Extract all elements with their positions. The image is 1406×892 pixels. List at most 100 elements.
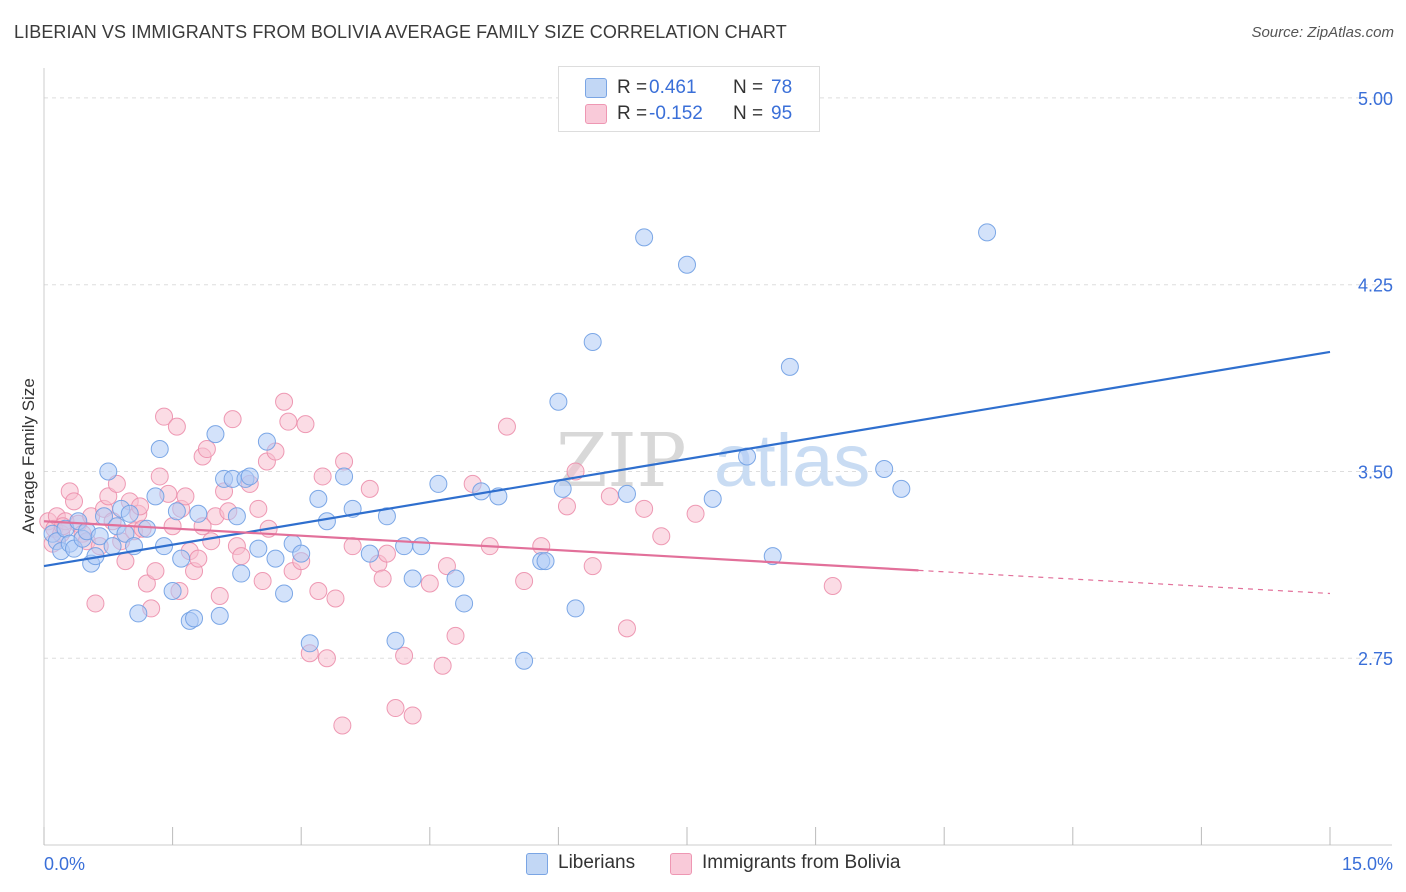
liberian-point [429, 474, 448, 493]
bolivia-point [296, 415, 315, 434]
r-value: 0.461 [649, 77, 697, 98]
liberian-point [583, 332, 602, 351]
liberian-point [403, 569, 422, 588]
n-value: 78 [771, 77, 793, 98]
x-tick-label-min: 0.0% [44, 854, 85, 874]
trend-layer [43, 350, 1331, 595]
liberian-point [232, 564, 251, 583]
y-axis-label: Average Family Size [19, 378, 38, 534]
legend-label: Immigrants from Bolivia [702, 852, 901, 873]
liberian-point [300, 634, 319, 653]
bolivia-point [317, 649, 336, 668]
bolivia-point [635, 499, 654, 518]
liberian-point [103, 537, 122, 556]
n-label: N = [733, 103, 764, 124]
liberian-point [678, 255, 696, 274]
axis-layer: 2.75 3.50 4.25 5.00 0.0% 15.0% [43, 68, 1393, 874]
r-label: R = [617, 103, 648, 124]
bolivia-point [176, 487, 195, 506]
bolivia-point [210, 586, 229, 605]
bolivia-point [333, 716, 352, 735]
liberian-point [163, 581, 182, 600]
bolivia-point [65, 492, 84, 511]
bolivia-point [137, 574, 156, 593]
bolivia-point [146, 562, 165, 581]
liberian-point [635, 228, 654, 247]
liberian-point [275, 584, 294, 603]
liberian-point [90, 527, 109, 546]
liberian-point [566, 599, 585, 618]
bolivia-point [420, 574, 439, 593]
bolivia-point [823, 577, 842, 596]
liberian-point [377, 507, 396, 526]
bolivia-point [566, 462, 585, 481]
bolivia-point [167, 417, 186, 436]
liberian-point [412, 537, 431, 556]
liberian-point [515, 651, 534, 670]
bolivia-point [232, 547, 251, 566]
liberian-point [257, 432, 276, 451]
liberian-point [210, 606, 229, 625]
bolivia-point [253, 572, 272, 591]
bolivia-point [150, 467, 169, 486]
liberian-point [536, 552, 555, 571]
bolivia-point [189, 549, 208, 568]
bolivia-point [515, 572, 534, 591]
legend-swatch-blue [585, 78, 607, 98]
bolivia-point [107, 474, 126, 493]
r-label: R = [617, 77, 648, 98]
n-label: N = [733, 77, 764, 98]
legend-swatch-blue [526, 853, 548, 875]
liberian-point [167, 502, 186, 521]
bolivia-point [600, 487, 619, 506]
bolivia-point [313, 467, 332, 486]
liberian-point [780, 357, 799, 376]
liberian-point [763, 547, 782, 566]
liberian-point [172, 549, 191, 568]
liberian-point [703, 489, 722, 508]
legend-swatch-pink [670, 853, 692, 875]
x-tick-label-max: 15.0% [1342, 854, 1393, 874]
bolivia-point [395, 646, 414, 665]
bolivia-point [403, 706, 422, 725]
liberian-point [266, 549, 285, 568]
liberian-point [227, 507, 246, 526]
liberian-point [892, 479, 911, 498]
liberian-point [549, 392, 568, 411]
bolivia-point [433, 656, 452, 675]
liberian-point [360, 544, 379, 563]
bolivia-point [360, 479, 379, 498]
liberian-point [617, 484, 636, 503]
bolivia-point [223, 410, 242, 429]
chart-title: LIBERIAN VS IMMIGRANTS FROM BOLIVIA AVER… [14, 22, 787, 42]
liberian-point [99, 462, 118, 481]
liberian-point [150, 440, 169, 459]
liberian-point [249, 539, 268, 558]
bolivia-point [275, 392, 294, 411]
stats-legend: R = 0.461 N = 78 R = -0.152 N = 95 [558, 66, 820, 132]
liberian-point [189, 504, 208, 523]
bolivia-point [386, 699, 405, 718]
liberian-point [206, 425, 225, 444]
liberian-point [120, 504, 139, 523]
bolivia-point [86, 594, 105, 613]
bolivia-point [309, 581, 328, 600]
liberian-point [137, 519, 156, 538]
liberian-point [335, 467, 354, 486]
source-credit: Source: ZipAtlas.com [1251, 24, 1394, 41]
bolivia-point [249, 499, 268, 518]
bolivia-point [446, 626, 465, 645]
liberian-point [129, 604, 148, 623]
liberian-point [455, 594, 474, 613]
grid-layer [44, 97, 1392, 659]
points-layer [39, 223, 997, 735]
liberian-point [185, 609, 204, 628]
bolivia-point [497, 417, 516, 436]
bolivia-point [202, 532, 221, 551]
bolivia-point [617, 619, 636, 638]
liberian-point [386, 631, 405, 650]
liberian-trend-line [43, 350, 1331, 568]
bolivia-point [197, 440, 216, 459]
bolivia-point [557, 497, 576, 516]
legend-label: Liberians [558, 852, 636, 873]
